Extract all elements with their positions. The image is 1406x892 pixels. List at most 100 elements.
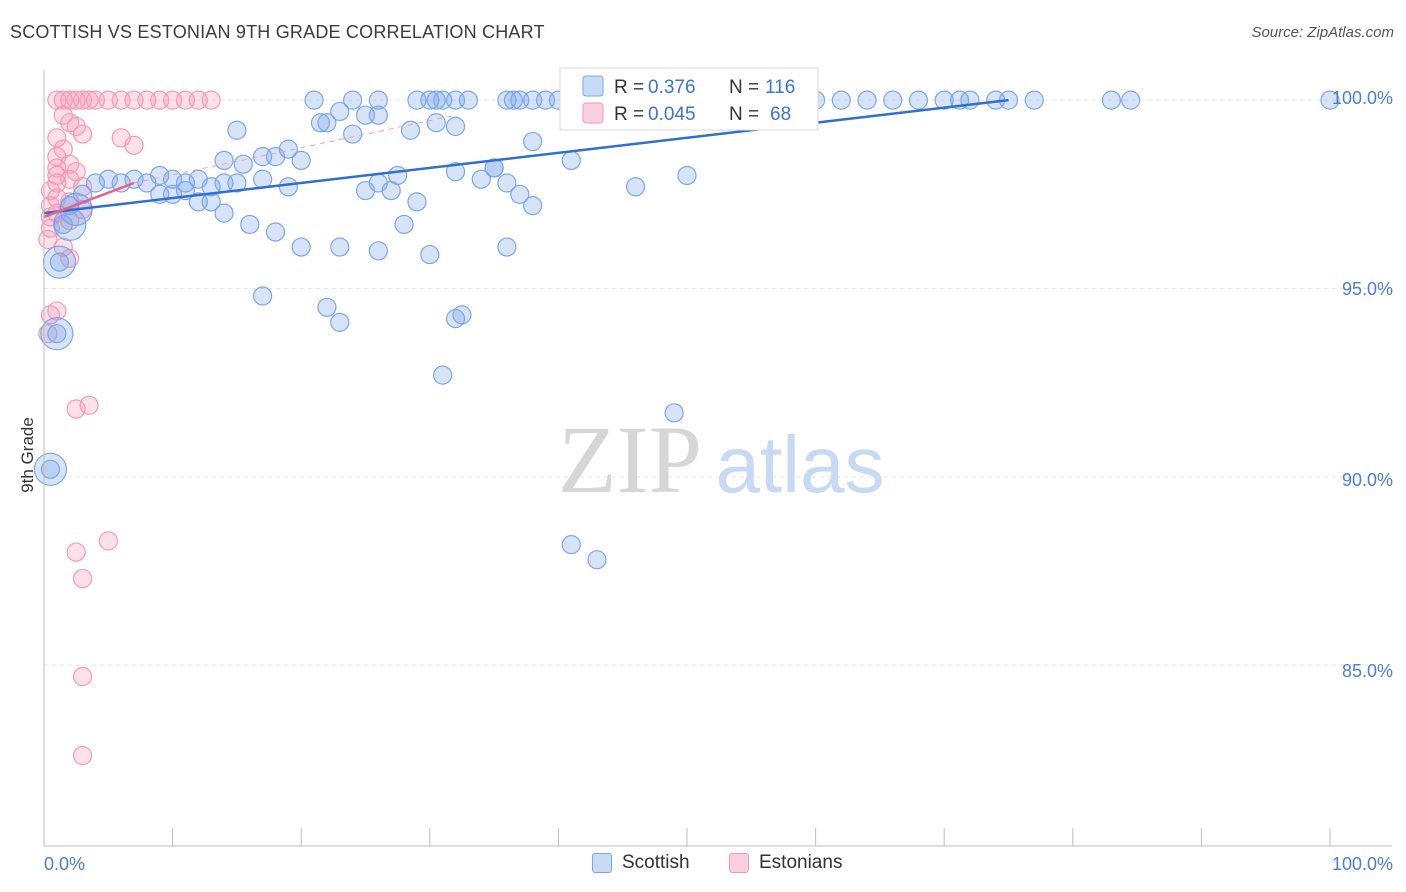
scottish-point — [1121, 90, 1141, 110]
scottish-point — [458, 90, 478, 110]
estonians-point — [72, 124, 93, 144]
scottish-point — [587, 550, 607, 570]
estonians-point — [98, 531, 118, 551]
scottish-point — [175, 173, 196, 193]
scottish-point — [49, 252, 70, 272]
scottish-point — [201, 177, 221, 197]
scottish-point — [381, 180, 401, 201]
scottish-point — [368, 90, 388, 110]
scottish-point — [523, 131, 543, 152]
y-tick-label-100: 100.0% — [1332, 88, 1393, 108]
scottish-point — [343, 124, 363, 144]
y-axis-title: 9th Grade — [18, 417, 37, 493]
scottish-point — [510, 184, 530, 204]
y-tick-label-90: 90.0% — [1342, 470, 1393, 490]
scottish-point — [317, 297, 337, 317]
estonians-point — [72, 177, 93, 197]
scottish-point — [394, 214, 414, 235]
estonians-point — [47, 173, 67, 193]
scottish-point — [368, 105, 388, 125]
estonians-point — [124, 135, 144, 155]
scottish-point — [47, 324, 67, 344]
legend-n-scottish: 116 — [765, 77, 795, 98]
estonians-point — [53, 105, 73, 125]
x-tick-label-max: 100.0% — [1332, 854, 1393, 874]
scottish-point — [497, 173, 517, 193]
scottish-swatch — [592, 853, 612, 873]
legend-r-scottish: 0.376 — [648, 77, 696, 98]
scottish-point — [1320, 90, 1340, 110]
scottish-point-large — [40, 317, 74, 351]
estonians-point — [66, 116, 86, 137]
scottish-point — [1024, 90, 1044, 110]
scottish-point — [278, 177, 298, 197]
scottish-point — [330, 312, 350, 332]
estonians-point — [38, 229, 58, 250]
scottish-point — [664, 403, 684, 423]
legend-r-estonians: 0.045 — [648, 104, 696, 125]
y-tick-label-95: 95.0% — [1342, 279, 1393, 299]
estonians-point — [60, 154, 80, 174]
estonians-trend-extension — [133, 114, 456, 184]
stats-legend: R = 0.376 N = 116 R = 0.045 N = 68 — [559, 67, 819, 131]
scottish-point — [445, 116, 466, 137]
scottish-point — [310, 113, 331, 133]
estonians-trend-line — [43, 181, 135, 219]
x-tick-label-min: 0.0% — [44, 854, 85, 874]
scottish-point-large — [42, 245, 77, 279]
scottish-point — [368, 241, 388, 261]
scottish-point — [407, 192, 427, 212]
scottish-point — [330, 237, 350, 257]
chart-title: SCOTTISH VS ESTONIAN 9TH GRADE CORRELATI… — [10, 22, 545, 42]
scottish-point — [304, 90, 324, 110]
legend-label-estonians: Estonians — [759, 852, 843, 873]
estonians-point — [79, 90, 99, 110]
watermark-atlas: atlas — [716, 420, 885, 509]
legend-swatch-estonians — [582, 102, 604, 124]
estonians-point — [72, 745, 93, 766]
legend-label-scottish: Scottish — [622, 852, 690, 873]
scottish-point — [831, 90, 851, 110]
scottish-point — [503, 90, 523, 110]
scottish-point — [908, 90, 929, 110]
watermark-zip: ZIP — [558, 406, 702, 513]
scottish-point — [214, 150, 234, 171]
scottish-point — [433, 365, 453, 385]
legend-n-label-estonians: N = — [729, 104, 759, 125]
scottish-point — [317, 113, 337, 133]
legend-r-label-estonians: R = — [614, 104, 644, 125]
scottish-point — [330, 101, 350, 122]
scottish-point — [291, 150, 311, 171]
scottish-point — [426, 113, 446, 133]
estonians-point — [66, 399, 86, 419]
scottish-point-large — [33, 452, 68, 486]
estonians-point — [201, 90, 221, 110]
estonians-swatch — [729, 853, 749, 873]
scottish-point — [240, 214, 260, 235]
scottish-point — [265, 147, 286, 167]
scottish-point — [523, 196, 543, 216]
scottish-trend-line — [43, 98, 1009, 215]
estonians-point — [72, 568, 93, 589]
scottish-point — [561, 150, 581, 171]
scottish-point — [40, 459, 61, 479]
trend-lines — [43, 98, 1009, 219]
estonians-point — [72, 666, 93, 687]
estonians-point — [40, 180, 61, 201]
scottish-point — [484, 158, 504, 178]
legend-item-estonians[interactable]: Estonians — [729, 852, 842, 874]
scottish-point — [426, 90, 446, 110]
scottish-point — [677, 165, 697, 186]
legend-item-scottish[interactable]: Scottish — [592, 852, 690, 874]
scottish-point — [1101, 90, 1121, 110]
estonians-point — [47, 128, 67, 148]
scottish-point — [163, 169, 183, 189]
axes — [43, 70, 1392, 847]
scottish-point — [471, 169, 491, 189]
scottish-point — [111, 173, 131, 193]
scottish-point — [445, 162, 466, 182]
scottish-point — [883, 90, 903, 110]
estonians-point — [47, 158, 67, 178]
scottish-point — [452, 305, 472, 325]
